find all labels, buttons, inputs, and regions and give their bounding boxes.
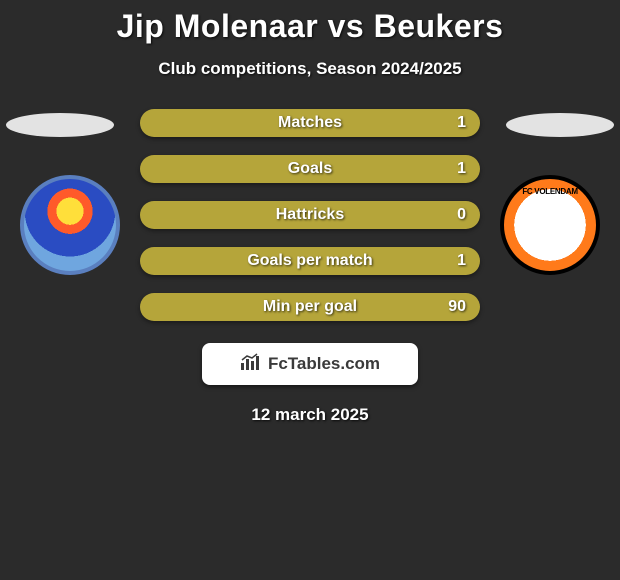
stat-label: Hattricks bbox=[276, 206, 344, 224]
stat-label: Min per goal bbox=[263, 298, 357, 316]
player-right-halo bbox=[506, 113, 614, 137]
stat-row-min-per-goal: Min per goal 90 bbox=[140, 293, 480, 321]
stat-row-matches: Matches 1 bbox=[140, 109, 480, 137]
stat-label: Goals bbox=[288, 160, 332, 178]
comparison-block: Matches 1 Goals 1 Hattricks 0 Goals per … bbox=[0, 109, 620, 425]
stat-row-hattricks: Hattricks 0 bbox=[140, 201, 480, 229]
stat-row-goals-per-match: Goals per match 1 bbox=[140, 247, 480, 275]
stat-value-right: 1 bbox=[457, 252, 466, 270]
club-badge-right bbox=[500, 175, 600, 275]
stat-label: Matches bbox=[278, 114, 342, 132]
stat-row-goals: Goals 1 bbox=[140, 155, 480, 183]
stat-value-right: 1 bbox=[457, 114, 466, 132]
date-text: 12 march 2025 bbox=[0, 405, 620, 425]
subtitle: Club competitions, Season 2024/2025 bbox=[0, 59, 620, 79]
page-title: Jip Molenaar vs Beukers bbox=[0, 0, 620, 45]
stat-label: Goals per match bbox=[247, 252, 372, 270]
stat-value-right: 1 bbox=[457, 160, 466, 178]
watermark: FcTables.com bbox=[202, 343, 418, 385]
club-badge-left bbox=[20, 175, 120, 275]
stat-rows: Matches 1 Goals 1 Hattricks 0 Goals per … bbox=[140, 109, 480, 321]
watermark-text: FcTables.com bbox=[268, 354, 380, 374]
stat-value-right: 0 bbox=[457, 206, 466, 224]
stat-value-right: 90 bbox=[448, 298, 466, 316]
player-left-halo bbox=[6, 113, 114, 137]
chart-icon bbox=[240, 353, 262, 376]
